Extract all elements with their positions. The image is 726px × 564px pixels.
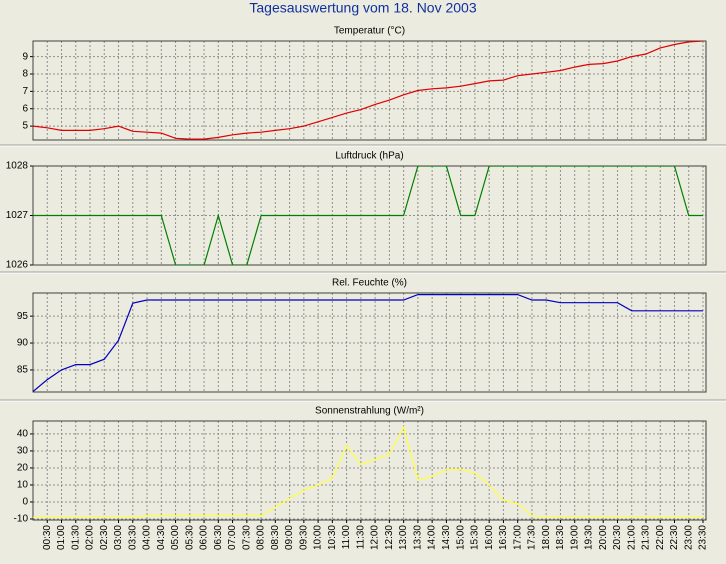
x-tick-label: 03:30: [127, 525, 138, 550]
x-tick-label: 20:30: [612, 525, 623, 550]
x-tick-label: 08:30: [270, 525, 281, 550]
panel-title: Sonnenstrahlung (W/m²): [315, 406, 424, 417]
y-tick-label: 7: [22, 86, 28, 97]
x-tick-label: 15:00: [455, 525, 466, 550]
line: [33, 41, 704, 140]
y-tick-label: 9: [22, 51, 28, 62]
x-tick-label: 12:30: [384, 525, 395, 550]
y-tick-label: 0: [22, 497, 28, 508]
x-tick-label: 13:00: [398, 525, 409, 550]
x-tick-label: 14:30: [441, 525, 452, 550]
x-tick-label: 17:30: [527, 525, 538, 550]
x-tick-label: 11:30: [356, 525, 367, 550]
x-tick-label: 23:00: [683, 525, 694, 550]
y-tick-label: 95: [17, 311, 29, 322]
y-tick-label: 6: [22, 103, 28, 114]
x-tick-label: 14:00: [427, 525, 438, 550]
x-tick-label: 18:00: [541, 525, 552, 550]
y-tick-label: 10: [17, 480, 29, 491]
x-tick-label: 16:30: [498, 525, 509, 550]
panel-title: Temperatur (°C): [334, 26, 405, 37]
x-tick-label: 05:30: [184, 525, 195, 550]
x-tick-label: 22:30: [669, 525, 680, 550]
y-tick-label: 90: [17, 338, 29, 349]
y-tick-label: 40: [17, 429, 29, 440]
x-tick-label: 00:30: [42, 525, 53, 550]
y-tick-label: 20: [17, 463, 29, 474]
x-tick-label: 19:00: [569, 525, 580, 550]
x-tick-label: 22:00: [655, 525, 666, 550]
plot-frame: [32, 40, 707, 141]
page-title: Tagesauswertung vom 18. Nov 2003: [249, 0, 476, 16]
line: [33, 425, 703, 518]
x-tick-label: 18:30: [555, 525, 566, 550]
x-tick-label: 21:00: [626, 525, 637, 550]
x-tick-label: 09:30: [299, 525, 310, 550]
x-tick-label: 12:00: [370, 525, 381, 550]
x-tick-label: 13:30: [413, 525, 424, 550]
x-tick-label: 21:30: [641, 525, 652, 550]
x-tick-label: 04:30: [156, 525, 167, 550]
x-tick-label: 01:00: [56, 525, 67, 550]
x-tick-label: 06:00: [199, 525, 210, 550]
x-tick-label: 02:00: [85, 525, 96, 550]
x-tick-label: 09:00: [284, 525, 295, 550]
x-tick-label: 01:30: [70, 525, 81, 550]
x-tick-label: 05:00: [170, 525, 181, 550]
panel-title: Luftdruck (hPa): [335, 151, 403, 162]
x-tick-label: 08:00: [256, 525, 267, 550]
x-tick-label: 17:00: [512, 525, 523, 550]
y-tick-label: 1027: [6, 210, 29, 221]
x-tick-label: 23:30: [698, 525, 709, 550]
x-tick-label: 06:30: [213, 525, 224, 550]
x-tick-label: 10:30: [327, 525, 338, 550]
y-tick-label: 1028: [6, 161, 29, 172]
x-tick-label: 20:00: [598, 525, 609, 550]
x-tick-label: 11:00: [341, 525, 352, 550]
y-tick-label: 85: [17, 365, 29, 376]
x-tick-label: 07:30: [241, 525, 252, 550]
y-tick-label: 1026: [6, 260, 29, 271]
y-tick-label: 30: [17, 446, 29, 457]
x-tick-label: 15:30: [470, 525, 481, 550]
y-tick-label: 5: [22, 121, 28, 132]
line: [33, 166, 703, 265]
x-tick-label: 07:00: [227, 525, 238, 550]
x-tick-label: 04:00: [142, 525, 153, 550]
plot-frame: [32, 420, 707, 521]
plot-frame: [32, 292, 707, 393]
line: [33, 294, 703, 392]
panel-title: Rel. Feuchte (%): [332, 278, 407, 289]
x-tick-label: 19:30: [584, 525, 595, 550]
x-tick-label: 10:00: [313, 525, 324, 550]
x-tick-label: 16:00: [484, 525, 495, 550]
y-tick-label: -10: [14, 514, 29, 525]
x-tick-label: 02:30: [99, 525, 110, 550]
y-tick-label: 8: [22, 69, 28, 80]
x-tick-label: 03:00: [113, 525, 124, 550]
